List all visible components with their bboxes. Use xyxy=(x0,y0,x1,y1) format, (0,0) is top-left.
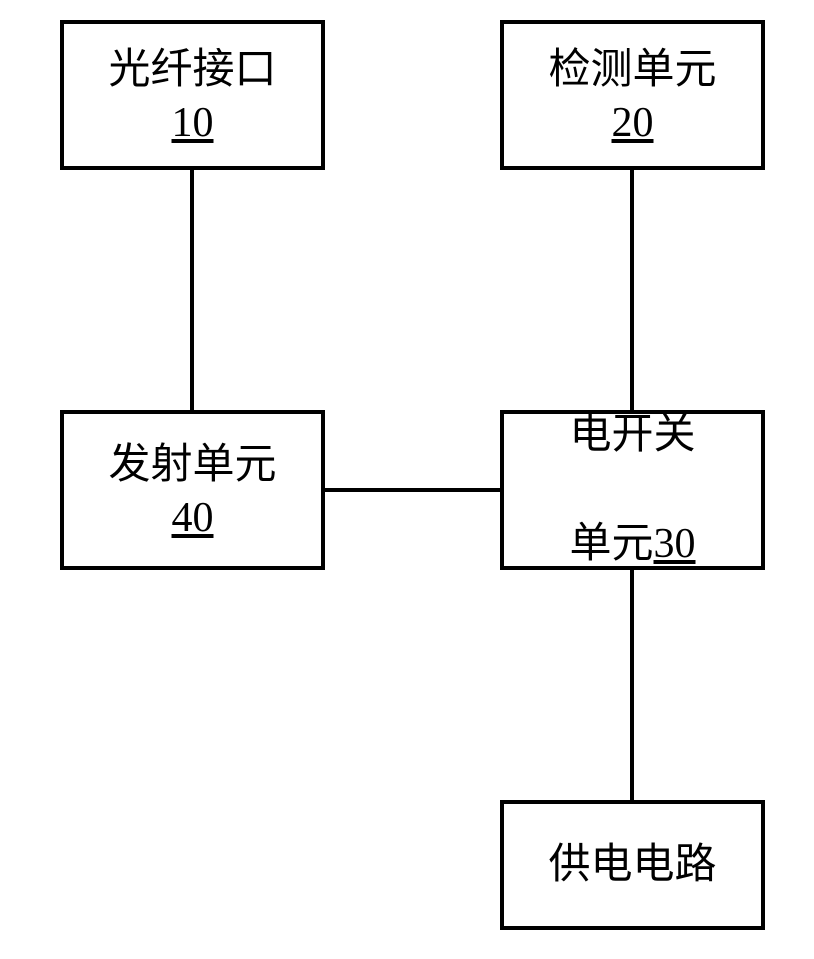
transmit-unit-label: 发射单元 xyxy=(108,438,276,493)
switch-unit-number: 30 xyxy=(654,521,696,567)
detection-unit-box: 检测单元 20 xyxy=(500,20,765,170)
transmit-unit-number: 40 xyxy=(172,494,214,542)
edge-detection-to-switch xyxy=(630,170,634,410)
edge-fiber-to-transmit xyxy=(190,170,194,410)
switch-unit-box: 电开关 单元30 xyxy=(500,410,765,570)
power-circuit-box: 供电电路 xyxy=(500,800,765,930)
fiber-interface-label: 光纤接口 xyxy=(108,43,276,98)
detection-unit-label: 检测单元 xyxy=(548,43,716,98)
fiber-interface-box: 光纤接口 10 xyxy=(60,20,325,170)
switch-unit-label-line1: 电开关 xyxy=(569,408,695,463)
switch-unit-label-line2: 单元30 xyxy=(569,463,695,572)
transmit-unit-box: 发射单元 40 xyxy=(60,410,325,570)
detection-unit-number: 20 xyxy=(612,99,654,147)
edge-switch-to-power xyxy=(630,570,634,800)
fiber-interface-number: 10 xyxy=(172,99,214,147)
edge-transmit-to-switch xyxy=(325,488,500,492)
power-circuit-label: 供电电路 xyxy=(548,838,716,893)
switch-unit-label-line2-text: 单元 xyxy=(569,521,653,567)
